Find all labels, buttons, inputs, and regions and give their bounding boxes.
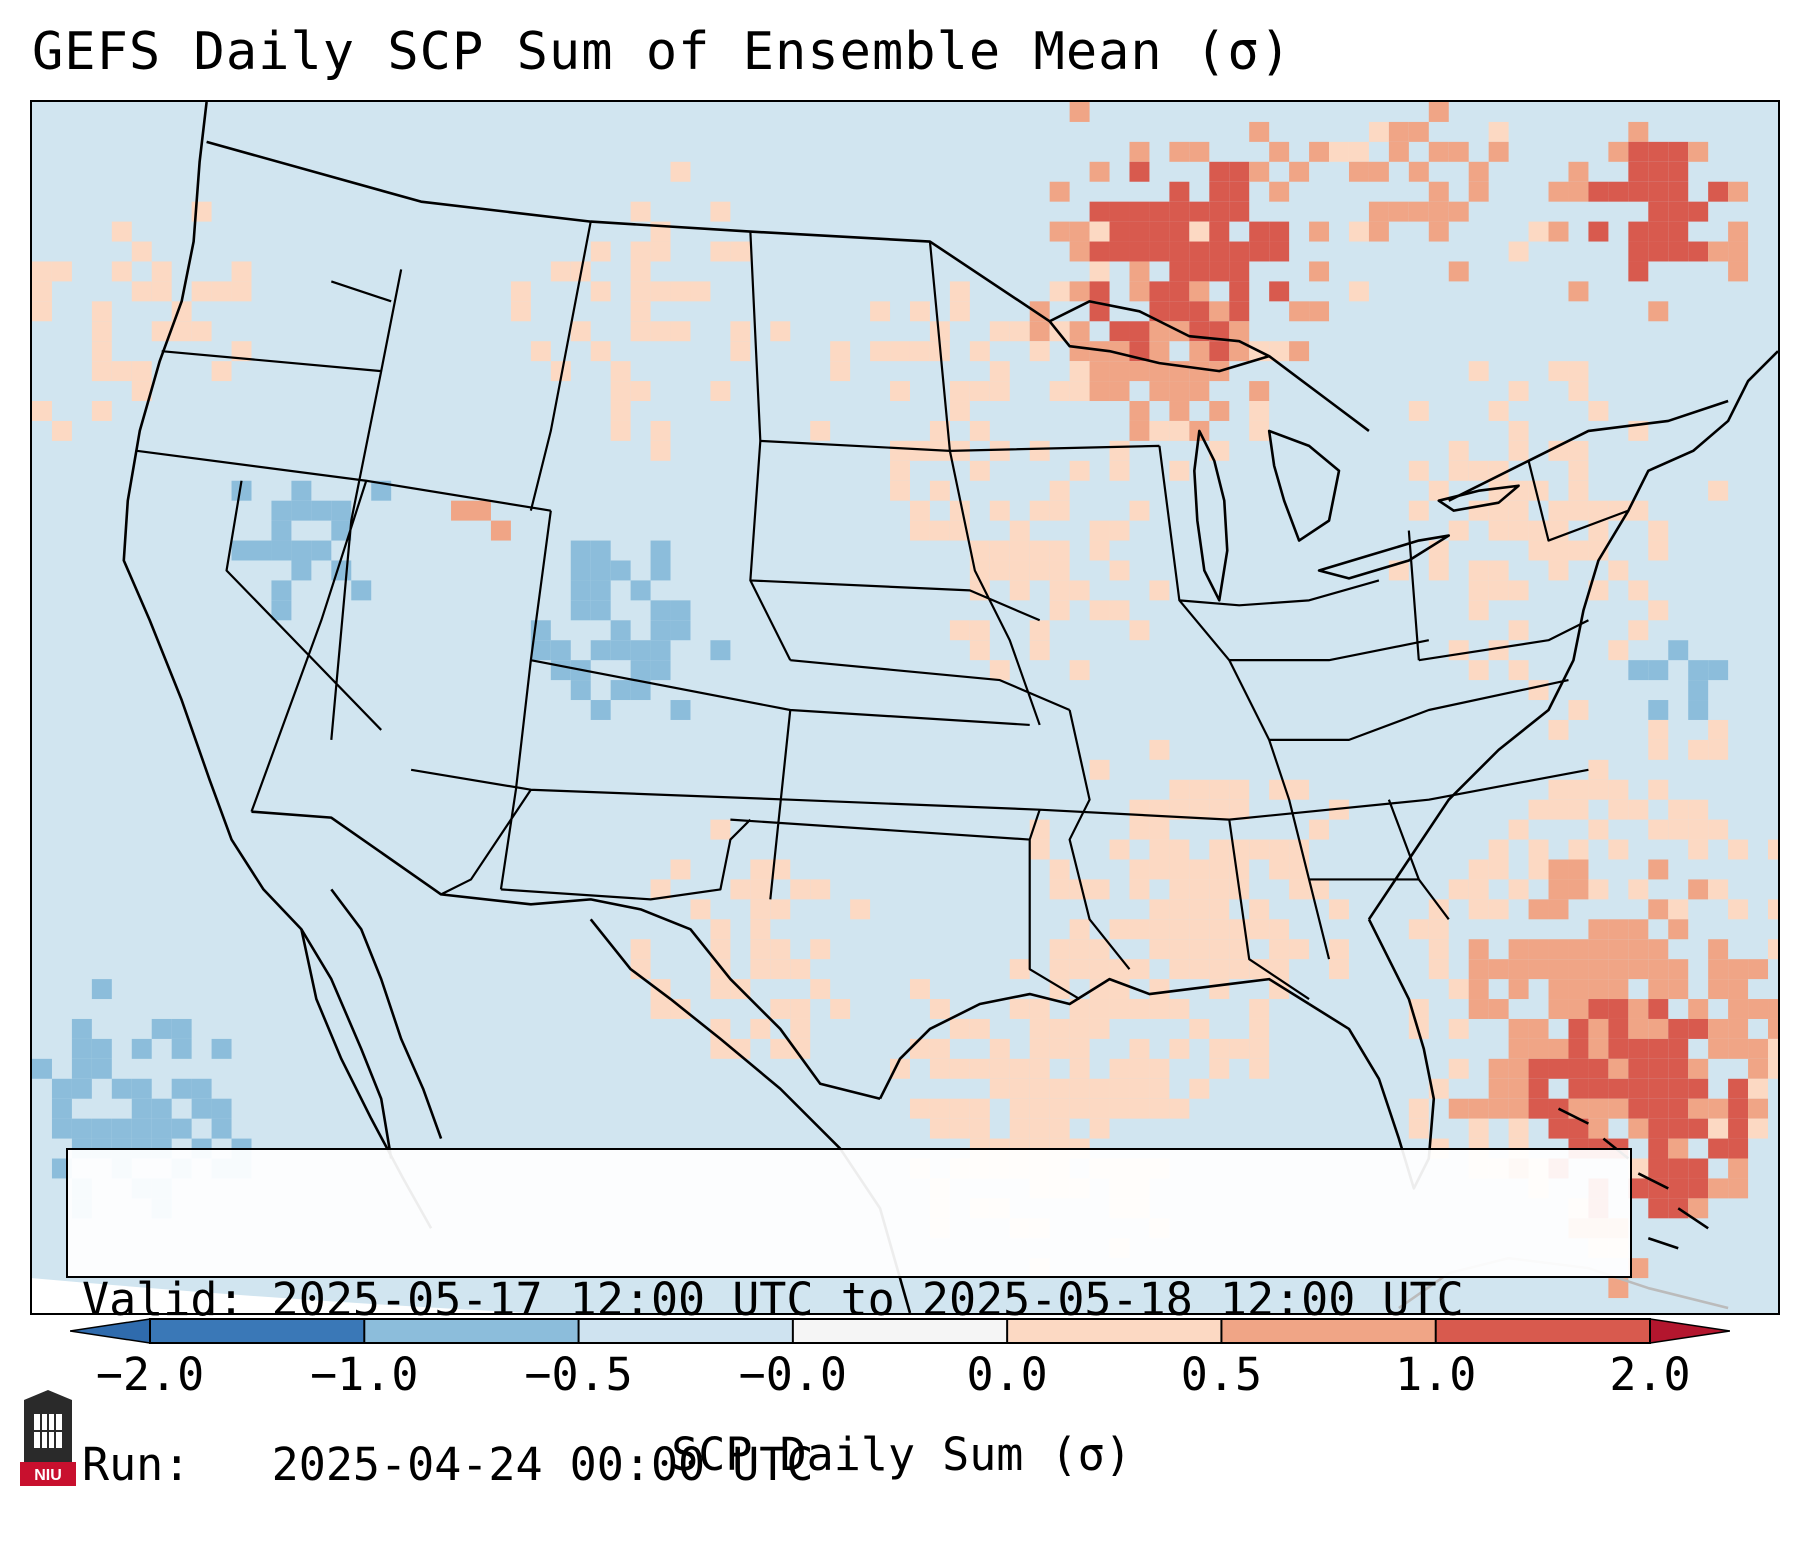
lake-superior <box>1048 300 1271 373</box>
colorbar-segment <box>1221 1319 1437 1343</box>
colorbar-tick-label: 0.0 <box>966 1348 1048 1401</box>
us-gulf-coast <box>878 977 1310 1100</box>
colorbar-label: SCP Daily Sum (σ) <box>671 1428 1132 1481</box>
colorbar-segment <box>1435 1319 1651 1343</box>
colorbar-segments <box>150 1319 1651 1343</box>
niu-logo-icon: NIU <box>20 1390 76 1486</box>
colorbar-tick-label: 0.5 <box>1180 1348 1263 1401</box>
pacific-coastline <box>122 102 393 1159</box>
colorbar-tick-label: −1.0 <box>310 1348 419 1401</box>
map-title: GEFS Daily SCP Sum of Ensemble Mean (σ) <box>32 22 1292 82</box>
colorbar-tick-label: 2.0 <box>1609 1348 1691 1401</box>
colorbar-segment <box>1007 1319 1222 1343</box>
colorbar-tick-label: −0.5 <box>524 1348 633 1401</box>
svg-text:NIU: NIU <box>34 1467 62 1484</box>
map-domain <box>32 102 1778 1313</box>
colorbar-segment <box>792 1319 1008 1343</box>
gulf-of-california <box>330 888 443 1140</box>
colorbar-extend-high <box>1649 1318 1730 1344</box>
colorbar-tick-label: 1.0 <box>1395 1348 1477 1401</box>
colorbar-tick-label: −2.0 <box>95 1348 205 1401</box>
run-time-line: Run: 2025-04-24 00:00 UTC <box>82 1438 814 1491</box>
colorbar-tick-marks <box>149 1319 1651 1343</box>
colorbar <box>70 1318 1730 1344</box>
colorbar-segment <box>578 1319 794 1343</box>
lake-huron <box>1267 429 1341 542</box>
us-mexico-border <box>251 810 881 1100</box>
map-panel[interactable] <box>30 100 1780 1315</box>
lake-ontario <box>1437 484 1520 512</box>
colorbar-extend-low <box>70 1318 151 1344</box>
us-canada-border <box>206 140 1729 502</box>
atlantic-coastline <box>1367 350 1778 921</box>
colorbar-tick-label: −0.0 <box>738 1348 848 1401</box>
colorbar-segment <box>150 1319 365 1343</box>
colorbar-tick-labels: −2.0 −1.0 −0.5 −0.0 0.0 0.5 1.0 2.0 <box>0 1350 1803 1410</box>
state-lines <box>136 221 1629 1000</box>
lake-michigan <box>1193 429 1229 602</box>
coastlines-and-borders <box>122 102 1778 1313</box>
colorbar-segment <box>364 1319 580 1343</box>
map-canvas[interactable] <box>32 102 1778 1313</box>
valid-time-line: Valid: 2025-05-17 12:00 UTC to 2025-05-1… <box>82 1273 1464 1326</box>
lake-erie <box>1317 534 1451 580</box>
validity-info-box: Valid: 2025-05-17 12:00 UTC to 2025-05-1… <box>66 1148 1632 1491</box>
